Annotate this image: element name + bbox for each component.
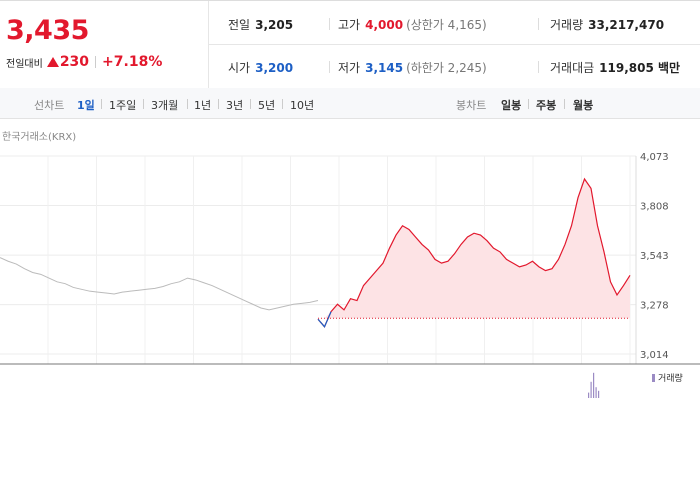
tab-1d[interactable]: 1일 (77, 99, 95, 112)
volume-bar (595, 387, 597, 398)
volume-legend-label: 거래량 (658, 372, 683, 384)
today-price-line (317, 177, 631, 328)
volume-bar (590, 381, 592, 398)
tab-5y[interactable]: 5년 (258, 99, 276, 112)
info-high: 고가 4,000 (상한가 4,165) (338, 18, 487, 32)
y-tick-label: 3,543 (640, 251, 669, 262)
y-tick-label: 3,808 (640, 202, 669, 213)
intraday-chart: 한국거래소(KRX) 4,073 3,808 3,543 3,278 3,014 거래량 (0, 118, 700, 398)
divider (538, 61, 539, 73)
chart-grid (0, 155, 637, 364)
y-tick-label: 4,073 (640, 152, 669, 163)
chart-period-tabs: 선차트 1일 1주일 3개월 1년 3년 5년 10년 봉차트 일봉 주봉 월봉 (0, 88, 700, 119)
y-tick-label: 3,278 (640, 301, 669, 312)
tab-3y[interactable]: 3년 (226, 99, 244, 112)
volume-bar (588, 392, 590, 398)
tab-10y[interactable]: 10년 (290, 99, 315, 112)
tab-1w[interactable]: 1주일 (109, 99, 137, 112)
divider (528, 99, 529, 109)
divider (538, 18, 539, 30)
divider (95, 56, 97, 68)
info-divider (209, 44, 700, 45)
quote-header: 3,435 전일대비 230 +7.18% (0, 0, 700, 90)
divider (250, 99, 251, 109)
candle-chart-label: 봉차트 (456, 99, 487, 112)
tab-1y[interactable]: 1년 (194, 99, 212, 112)
previous-day-line (0, 257, 319, 311)
divider (329, 61, 330, 73)
divider (564, 99, 565, 109)
volume-bar (598, 390, 600, 398)
divider (329, 18, 330, 30)
volume-bar (593, 372, 595, 398)
change-row: 전일대비 230 +7.18% (6, 54, 162, 70)
tab-weekly[interactable]: 주봉 (536, 99, 557, 112)
below-baseline-line (317, 311, 332, 328)
line-chart-label: 선차트 (34, 99, 65, 112)
tab-monthly[interactable]: 월봉 (573, 99, 594, 112)
price-summary: 3,435 전일대비 230 +7.18% (0, 1, 209, 89)
divider (143, 99, 144, 109)
divider (187, 99, 188, 109)
change-percent: +7.18% (102, 54, 163, 70)
change-label: 전일대비 (6, 58, 43, 70)
divider (101, 99, 102, 109)
y-axis-ticks: 4,073 3,808 3,543 3,278 3,014 (640, 152, 669, 361)
up-area-fill (318, 178, 630, 319)
info-volume: 거래량 33,217,470 (550, 18, 665, 32)
y-tick-label: 3,014 (640, 350, 669, 361)
tab-3m[interactable]: 3개월 (151, 99, 179, 112)
info-prev-close: 전일 3,205 (228, 18, 294, 32)
current-price: 3,435 (6, 15, 89, 46)
volume-legend-swatch (652, 374, 655, 382)
change-value: 230 (59, 54, 90, 70)
up-triangle-icon (46, 57, 59, 67)
source-label: 한국거래소(KRX) (2, 131, 76, 143)
info-trading-value: 거래대금 119,805 백만 (550, 61, 681, 75)
volume-bars (588, 372, 600, 398)
divider (218, 99, 219, 109)
price-chart-svg: 한국거래소(KRX) 4,073 3,808 3,543 3,278 3,014 거래량 (0, 131, 700, 398)
divider (282, 99, 283, 109)
info-low: 저가 3,145 (하한가 2,245) (338, 61, 487, 75)
info-open: 시가 3,200 (228, 61, 294, 75)
tab-daily[interactable]: 일봉 (501, 99, 522, 112)
